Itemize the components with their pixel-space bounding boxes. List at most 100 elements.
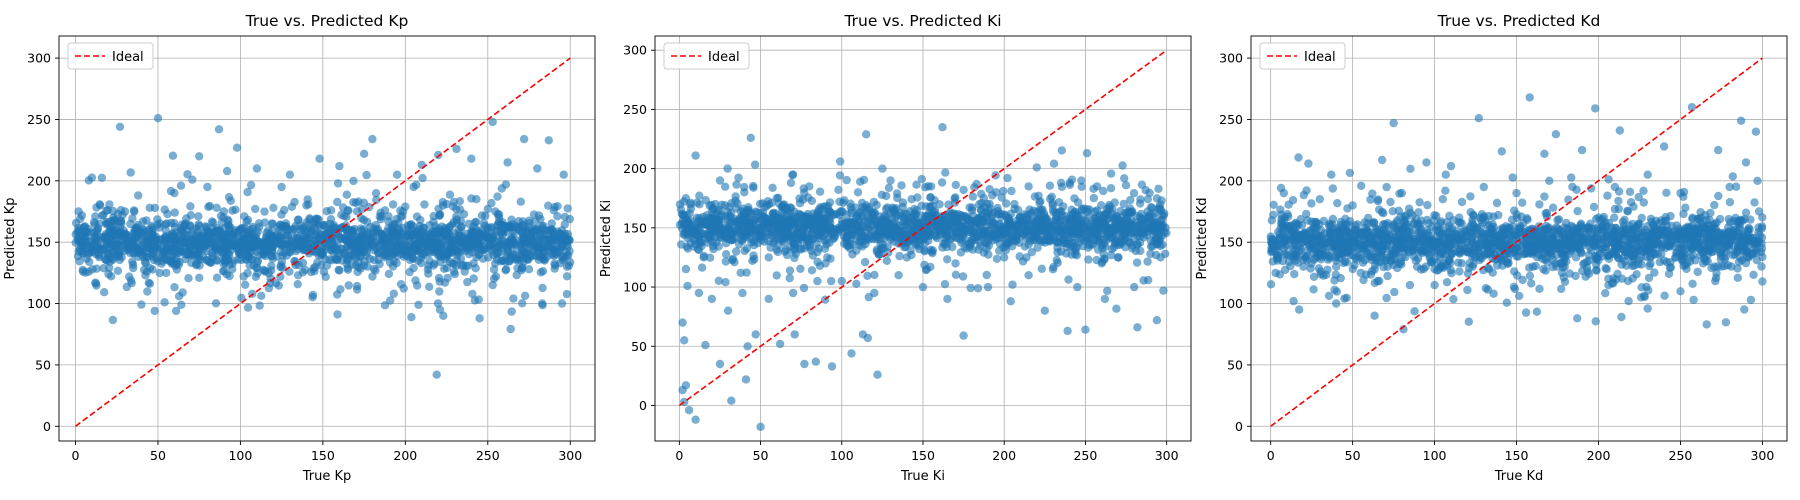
scatter-point xyxy=(425,221,434,230)
scatter-point xyxy=(163,235,173,245)
scatter-point xyxy=(725,218,734,227)
scatter-point xyxy=(707,200,716,210)
scatter-point xyxy=(468,289,477,299)
scatter-point xyxy=(767,231,776,240)
subplot-ki: 0 50 100 150 200 250 300050100150200250300True… xyxy=(599,12,1192,484)
x-axis-label: True Ki xyxy=(900,469,945,484)
scatter-point xyxy=(210,242,219,251)
scatter-point xyxy=(448,202,458,211)
x-tick-label: 300 xyxy=(558,448,582,463)
scatter-point xyxy=(1089,184,1098,193)
scatter-point xyxy=(959,185,968,195)
scatter-point xyxy=(897,181,906,190)
scatter-point xyxy=(876,249,885,259)
scatter-point xyxy=(951,193,960,202)
scatter-point xyxy=(537,243,546,252)
scatter-point xyxy=(1032,163,1041,172)
x-tick-label: 50 xyxy=(753,448,769,463)
scatter-point xyxy=(293,280,302,289)
scatter-point xyxy=(918,282,928,292)
scatter-point xyxy=(214,125,224,134)
scatter-point xyxy=(892,189,902,198)
scatter-point xyxy=(538,299,547,308)
scatter-point xyxy=(875,235,884,244)
scatter-point xyxy=(1056,247,1066,256)
scatter-point xyxy=(1083,233,1093,242)
scatter-point xyxy=(723,164,732,173)
scatter-point xyxy=(721,182,730,191)
scatter-point xyxy=(326,206,336,215)
scatter-point xyxy=(560,212,570,222)
scatter-point xyxy=(550,264,559,273)
scatter-point xyxy=(434,273,444,283)
scatter-point xyxy=(104,217,113,227)
scatter-point xyxy=(728,255,737,265)
scatter-point xyxy=(544,242,553,251)
scatter-point xyxy=(425,282,434,291)
scatter-point xyxy=(439,311,448,320)
scatter-point xyxy=(353,267,362,277)
y-tick-label: 250 xyxy=(27,112,51,127)
scatter-point xyxy=(544,201,553,210)
scatter-point xyxy=(221,254,230,263)
scatter-point xyxy=(536,268,545,277)
scatter-point xyxy=(1033,243,1042,252)
scatter-point xyxy=(768,238,778,248)
scatter-point xyxy=(450,269,459,279)
scatter-point xyxy=(699,253,708,262)
scatter-point xyxy=(715,176,725,185)
scatter-point xyxy=(1113,253,1123,262)
scatter-point xyxy=(783,222,792,231)
scatter-point xyxy=(825,198,835,207)
scatter-point xyxy=(820,244,830,253)
scatter-point xyxy=(203,182,212,192)
scatter-point xyxy=(828,229,838,238)
scatter-point xyxy=(764,253,773,262)
scatter-point xyxy=(948,223,957,232)
scatter-point xyxy=(863,333,872,343)
scatter-point xyxy=(979,194,988,203)
scatter-point xyxy=(293,271,303,280)
scatter-point xyxy=(860,257,870,267)
scatter-point xyxy=(691,151,700,160)
scatter-point xyxy=(1107,250,1116,260)
scatter-point xyxy=(732,247,741,256)
scatter-point xyxy=(195,152,204,161)
scatter-point xyxy=(825,223,835,232)
scatter-point xyxy=(1160,228,1169,237)
scatter-point xyxy=(924,236,933,245)
scatter-point xyxy=(529,210,539,219)
scatter-point xyxy=(267,219,277,228)
scatter-point xyxy=(756,422,765,431)
scatter-point xyxy=(183,251,193,260)
scatter-point xyxy=(740,188,749,197)
scatter-point xyxy=(678,318,687,327)
scatter-point xyxy=(686,216,696,225)
scatter-point xyxy=(325,255,334,264)
scatter-point xyxy=(886,176,895,185)
scatter-point xyxy=(992,254,1002,263)
y-tick-label: 50 xyxy=(631,339,647,354)
scatter-point xyxy=(705,253,715,262)
scatter-point xyxy=(151,234,160,244)
scatter-point xyxy=(1048,198,1057,208)
scatter-point xyxy=(951,270,961,279)
scatter-point xyxy=(862,130,871,139)
scatter-point xyxy=(536,229,546,238)
scatter-point xyxy=(558,240,567,250)
scatter-point xyxy=(257,291,266,300)
scatter-point xyxy=(207,249,216,258)
scatter-point xyxy=(421,247,431,256)
scatter-point xyxy=(401,202,410,211)
scatter-point xyxy=(838,207,847,217)
legend-box xyxy=(67,42,154,70)
scatter-point xyxy=(789,239,798,248)
scatter-point xyxy=(557,299,567,308)
scatter-point xyxy=(997,193,1006,202)
scatter-point xyxy=(516,197,525,206)
subplot-kp: 0 50 100 150 200 250 300050100150200250300True… xyxy=(3,12,596,484)
scatter-point xyxy=(309,264,318,273)
scatter-point xyxy=(813,276,822,286)
scatter-point xyxy=(882,256,892,265)
scatter-point xyxy=(788,288,798,298)
